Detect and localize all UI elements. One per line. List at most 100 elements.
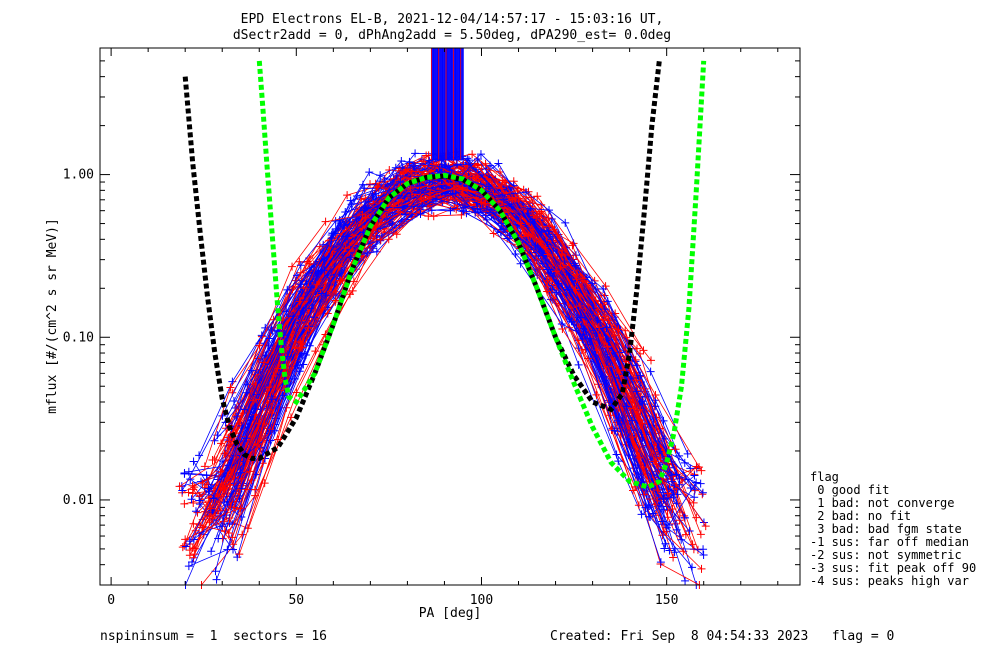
red-plus-marker: [311, 347, 320, 356]
red-plus-marker: [255, 341, 264, 350]
x-tick-label: 100: [470, 593, 493, 608]
y-tick-label: 1.00: [63, 168, 94, 183]
red-plus-marker: [481, 159, 490, 168]
red-plus-marker: [663, 489, 672, 498]
blue-plus-marker: [365, 168, 374, 177]
red-plus-marker: [668, 504, 677, 513]
red-plus-marker: [543, 250, 552, 259]
blue-plus-marker: [659, 494, 668, 503]
blue-spectrum-line: [223, 158, 641, 503]
blue-plus-marker: [699, 545, 708, 554]
red-plus-marker: [640, 490, 649, 499]
blue-plus-marker: [229, 396, 238, 405]
red-plus-marker: [701, 522, 710, 531]
blue-plus-marker: [464, 160, 473, 169]
red-plus-marker: [579, 318, 588, 327]
blue-plus-marker: [407, 210, 416, 219]
red-plus-marker: [689, 498, 698, 507]
red-plus-marker: [295, 297, 304, 306]
red-plus-marker: [516, 219, 525, 228]
red-plus-marker: [259, 358, 268, 367]
legend-item-7: -4 sus: peaks high var: [810, 574, 969, 588]
blue-spectrum-line: [233, 160, 673, 482]
red-plus-marker: [384, 235, 393, 244]
blue-plus-marker: [400, 192, 409, 201]
red-plus-marker: [358, 210, 367, 219]
blue-plus-marker: [411, 149, 420, 158]
blue-plus-marker: [646, 513, 655, 522]
red-plus-marker: [632, 376, 641, 385]
blue-plus-marker: [296, 279, 305, 288]
red-plus-marker: [220, 449, 229, 458]
red-plus-marker: [688, 540, 697, 549]
blue-plus-marker: [576, 313, 585, 322]
blue-plus-marker: [184, 562, 193, 571]
red-plus-marker: [238, 530, 247, 539]
blue-plus-marker: [539, 251, 548, 260]
blue-plus-marker: [186, 475, 195, 484]
red-plus-marker: [408, 190, 417, 199]
red-plus-marker: [343, 191, 352, 200]
blue-plus-marker: [610, 426, 619, 435]
red-plus-marker: [477, 161, 486, 170]
footer-left: nspininsum = 1 sectors = 16: [100, 629, 327, 644]
blue-plus-marker: [552, 288, 561, 297]
blue-plus-marker: [396, 177, 405, 186]
red-plus-marker: [403, 165, 412, 174]
blue-plus-marker: [416, 209, 425, 218]
blue-plus-marker: [251, 404, 260, 413]
blue-plus-marker: [614, 457, 623, 466]
red-plus-marker: [575, 301, 584, 310]
red-plus-marker: [501, 178, 510, 187]
red-plus-marker: [224, 437, 233, 446]
red-plus-marker: [632, 344, 641, 353]
red-plus-marker: [406, 184, 415, 193]
blue-plus-marker: [692, 478, 701, 487]
red-plus-marker: [537, 200, 546, 209]
red-plus-marker: [424, 212, 433, 221]
blue-plus-marker: [537, 228, 546, 237]
blue-plus-marker: [267, 325, 276, 334]
blue-plus-marker: [327, 234, 336, 243]
red-plus-marker: [331, 296, 340, 305]
red-plus-marker: [369, 199, 378, 208]
blue-plus-marker: [460, 203, 469, 212]
blue-plus-marker: [376, 236, 385, 245]
x-axis-label: PA [deg]: [419, 606, 482, 621]
blue-plus-marker: [187, 495, 196, 504]
red-plus-marker: [236, 504, 245, 513]
legend-item-0: 0 good fit: [810, 483, 889, 497]
red-plus-marker: [273, 364, 282, 373]
red-plus-marker: [295, 257, 304, 266]
red-plus-marker: [341, 244, 350, 253]
red-plus-marker: [635, 453, 644, 462]
red-plus-marker: [374, 183, 383, 192]
blue-plus-marker: [586, 334, 595, 343]
red-plus-marker: [282, 403, 291, 412]
red-plus-marker: [556, 263, 565, 272]
blue-plus-marker: [544, 227, 553, 236]
blue-plus-marker: [453, 160, 462, 169]
red-plus-marker: [669, 553, 678, 562]
blue-plus-marker: [211, 567, 220, 576]
blue-plus-marker: [603, 297, 612, 306]
blue-plus-marker: [699, 550, 708, 559]
red-plus-marker: [533, 192, 542, 201]
red-plus-marker: [312, 280, 321, 289]
blue-plus-marker: [688, 563, 697, 572]
red-plus-marker: [181, 535, 190, 544]
y-axis-ticks: 0.01 0.10 1.00: [63, 47, 800, 586]
red-plus-marker: [629, 486, 638, 495]
red-plus-marker: [696, 530, 705, 539]
blue-plus-marker: [632, 387, 641, 396]
chart-title: EPD Electrons EL-B, 2021-12-04/14:57:17 …: [241, 12, 664, 27]
red-plus-marker: [468, 150, 477, 159]
blue-plus-marker: [397, 157, 406, 166]
blue-plus-marker: [214, 534, 223, 543]
red-plus-marker: [296, 343, 305, 352]
blue-plus-marker: [363, 248, 372, 257]
red-plus-marker: [497, 184, 506, 193]
blue-plus-marker: [459, 207, 468, 216]
blue-plus-marker: [624, 451, 633, 460]
